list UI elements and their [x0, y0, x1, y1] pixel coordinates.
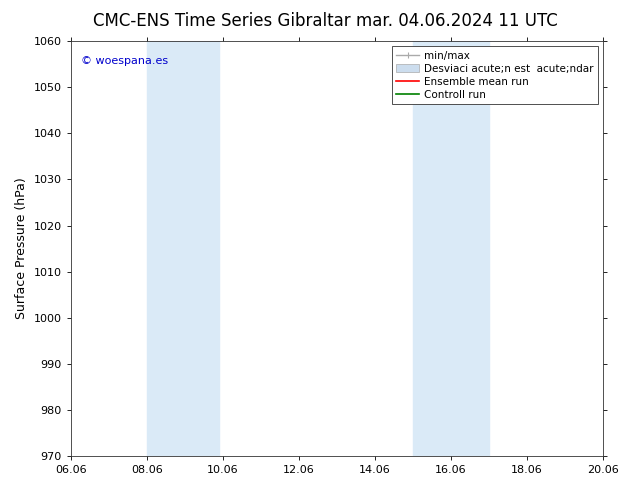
Text: CMC-ENS Time Series Gibraltar: CMC-ENS Time Series Gibraltar: [93, 12, 351, 30]
Y-axis label: Surface Pressure (hPa): Surface Pressure (hPa): [15, 178, 28, 319]
Bar: [413, 41, 489, 456]
Legend: min/max, Desviaci acute;n est  acute;ndar, Ensemble mean run, Controll run: min/max, Desviaci acute;n est acute;ndar…: [392, 47, 598, 104]
Text: © woespana.es: © woespana.es: [81, 56, 169, 66]
Text: mar. 04.06.2024 11 UTC: mar. 04.06.2024 11 UTC: [356, 12, 557, 30]
Bar: [146, 41, 219, 456]
